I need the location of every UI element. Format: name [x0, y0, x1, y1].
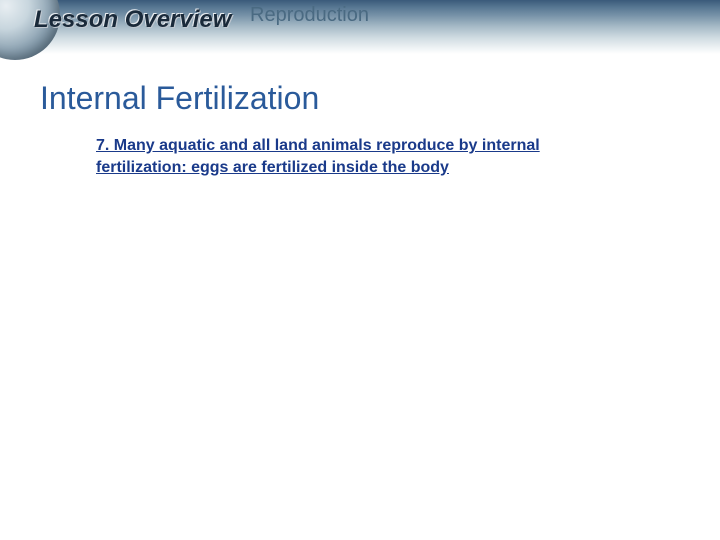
- slide-body-text: 7. Many aquatic and all land animals rep…: [96, 135, 616, 178]
- slide-container: Lesson Overview Reproduction Internal Fe…: [0, 0, 720, 540]
- header-bar: Lesson Overview Reproduction: [0, 0, 720, 54]
- lesson-overview-label: Lesson Overview: [34, 6, 231, 34]
- slide-title: Internal Fertilization: [40, 80, 680, 117]
- content-area: Internal Fertilization 7. Many aquatic a…: [40, 80, 680, 178]
- topic-label: Reproduction: [250, 4, 369, 27]
